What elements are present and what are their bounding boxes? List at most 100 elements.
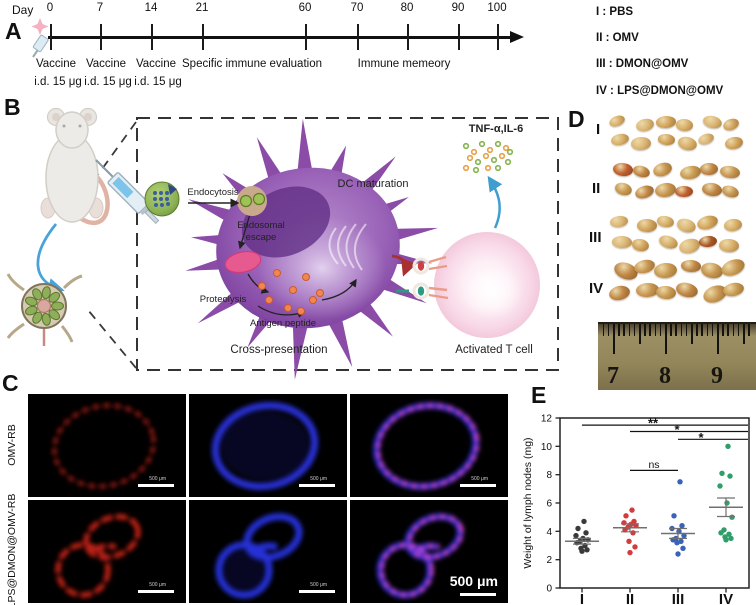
ruler-tick [685, 324, 688, 336]
lymph-node-photo [680, 259, 702, 274]
scale-bar-label: 500 μm [149, 582, 166, 588]
lymph-node-photo [719, 164, 741, 180]
lymph-node-photo [612, 161, 634, 178]
ruler-tick [717, 324, 719, 354]
data-point [626, 538, 632, 544]
panel-b-label: B [4, 94, 21, 120]
scale-bar [460, 483, 496, 487]
data-point [583, 530, 589, 536]
data-point [671, 513, 677, 519]
lymph-node-photo [699, 162, 719, 176]
ruler-tick [727, 324, 729, 336]
lymph-node-group-label: I [596, 121, 601, 138]
ruler-number: 9 [711, 363, 723, 389]
data-point [679, 523, 685, 529]
lymph-node-photo [724, 135, 744, 151]
mechanism-diagram [6, 107, 559, 380]
lymph-node-photo [656, 214, 675, 228]
data-point [584, 547, 590, 553]
endocytosis-label: Endocytosis [187, 187, 239, 198]
fluorescence-image: 500 μm [350, 394, 508, 497]
scale-bar-label: 500 μm [310, 582, 327, 588]
scale-bar [138, 589, 174, 593]
fluorescence-image: 500 μm [189, 500, 347, 603]
data-point [726, 531, 732, 537]
ruler-tick [607, 324, 610, 336]
timeline-day-value: 60 [298, 2, 312, 14]
fluorescence-image: 500 μm [350, 500, 508, 603]
ruler-tick [628, 324, 631, 336]
ruler-tick [644, 324, 646, 336]
endosomal-escape-arrow [238, 213, 251, 250]
legend-item: III : DMON@OMV [596, 58, 689, 70]
data-point [717, 483, 723, 489]
ruler-tick [722, 324, 724, 336]
lymph-node-photo [633, 183, 656, 201]
data-point [632, 544, 638, 550]
svg-text:**: ** [648, 416, 659, 431]
lymph-node-photo [676, 134, 699, 153]
lymph-node-photo [607, 283, 632, 303]
timeline-day-value: 0 [46, 2, 54, 14]
ruler-tick [633, 324, 636, 336]
timeline-event-label: Vaccine [35, 58, 77, 70]
cytokine-dots [462, 140, 514, 174]
timeline-tick [151, 24, 153, 50]
lymph-node-photo [630, 136, 652, 151]
data-point [727, 473, 733, 479]
lysosome-icon [224, 250, 262, 274]
ruler-tick [732, 324, 735, 336]
lymph-node-group-label: II [592, 180, 601, 197]
zoom-connector-line [87, 309, 137, 369]
data-point [674, 540, 680, 546]
lymph-node-photo [721, 116, 741, 133]
lymph-node-photo [657, 133, 676, 146]
ruler-tick [737, 324, 740, 336]
endosome-icon [237, 186, 267, 216]
svg-text:*: * [674, 422, 680, 437]
timeline-day-value: 100 [487, 2, 507, 14]
lymph-node-photo [698, 235, 718, 249]
scale-bar-label: 500 μm [310, 476, 327, 482]
data-point [728, 535, 734, 542]
panel-d-label: D [568, 106, 585, 132]
lymph-node-photo [679, 164, 702, 181]
ruler-tick [623, 324, 625, 336]
cytokines-label: TNF-α,IL-6 [468, 123, 524, 135]
lymph-node-photo [653, 262, 678, 280]
fluorescence-row-label: OMV-RB [6, 424, 18, 466]
data-point [718, 530, 724, 536]
svg-text:0: 0 [546, 584, 552, 595]
ruler-tick [665, 324, 667, 354]
fluorescence-image: 500 μm [28, 500, 186, 603]
ruler-tick [602, 324, 605, 336]
ruler-tick [649, 324, 651, 336]
lymph-node-photo [634, 117, 656, 134]
lymph-node-photo [720, 183, 741, 199]
panel-c-label: C [2, 370, 19, 396]
golgi-icon [328, 223, 367, 271]
lymph-node-photo [636, 218, 658, 233]
lymph-node-photo [675, 186, 693, 198]
mouse-illustration [40, 107, 110, 226]
ruler-tick [613, 324, 615, 354]
ruler-photo: 7 8 9 [598, 322, 756, 390]
lymph-node-photo [613, 180, 634, 197]
data-point [573, 532, 579, 539]
fluorescence-image: 500 μm [189, 394, 347, 497]
panel-a-label: A [5, 18, 22, 44]
antigen-peptide-label: Antigen peptide [249, 318, 317, 329]
fluorescence-row-label: LPS@DMON@OMV-RB [6, 493, 18, 605]
svg-text:10: 10 [541, 442, 553, 453]
lymph-node-group-label: III [589, 229, 602, 246]
lymph-node-photo [654, 181, 677, 199]
data-point [627, 549, 633, 556]
lymph-node-group-label: IV [589, 280, 604, 297]
data-point [575, 525, 581, 532]
timeline-day-value: 14 [144, 2, 158, 14]
data-point [629, 507, 635, 513]
lymph-node-photo [631, 237, 650, 253]
ruler-tick [696, 324, 698, 336]
